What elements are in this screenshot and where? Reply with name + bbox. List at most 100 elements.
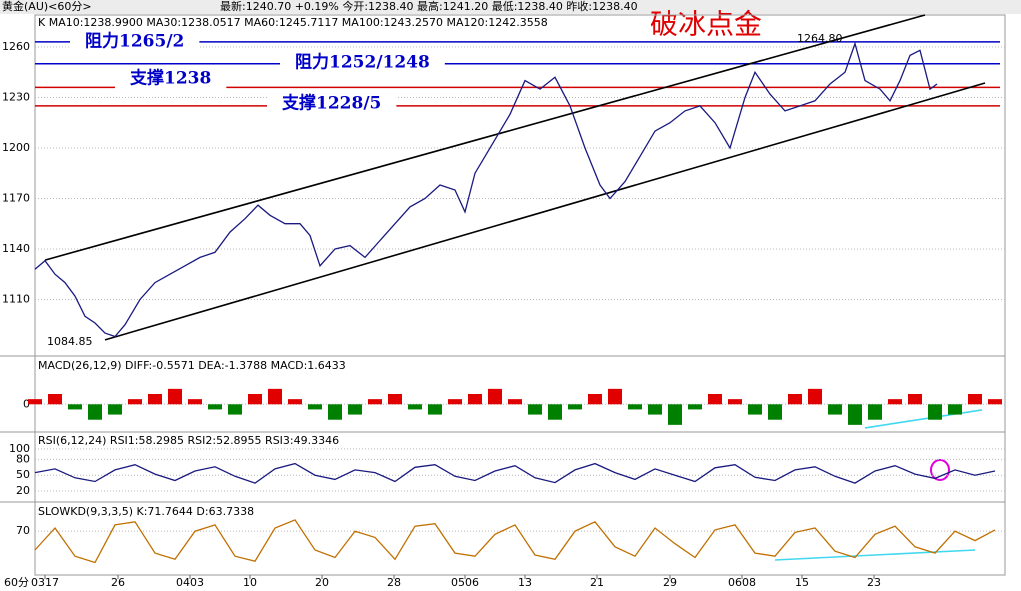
series-line — [34, 462, 996, 484]
y-tick-label: 1260 — [2, 40, 30, 53]
x-tick-label: 15 — [795, 576, 809, 589]
macd-bar — [728, 399, 742, 405]
trend-line — [44, 14, 926, 261]
x-tick-label: 23 — [867, 576, 881, 589]
macd-bar — [808, 388, 822, 405]
y-tick-label: 100 — [9, 442, 30, 455]
macd-bar — [388, 394, 402, 405]
macd-bar — [848, 404, 862, 425]
label-bg — [115, 66, 227, 90]
macd-bar — [608, 388, 622, 405]
y-tick-label: 1230 — [2, 90, 30, 103]
macd-bar — [708, 394, 722, 405]
y-tick-label: 70 — [16, 524, 30, 537]
x-tick-label: 26 — [111, 576, 125, 589]
macd-legend: MACD(26,12,9) DIFF:-0.5571 DEA:-1.3788 M… — [38, 359, 346, 372]
x-tick-label: 0403 — [176, 576, 204, 589]
macd-bar — [308, 404, 322, 410]
macd-bar — [148, 394, 162, 405]
level-label: 支撑1228/5 — [282, 93, 381, 114]
macd-bar — [888, 399, 902, 405]
macd-bar — [248, 394, 262, 405]
label-bg — [70, 29, 200, 53]
x-tick-label: 13 — [518, 576, 532, 589]
ma-legend: K MA10:1238.9900 MA30:1238.0517 MA60:124… — [38, 16, 548, 29]
macd-bar — [168, 388, 182, 405]
y-tick-label: 20 — [16, 484, 30, 497]
y-tick-label: 1200 — [2, 141, 30, 154]
y-tick-label: 1110 — [2, 292, 30, 305]
macd-bar — [948, 404, 962, 415]
trend-line — [104, 82, 986, 341]
x-tick-label: 20 — [315, 576, 329, 589]
macd-bar — [128, 399, 142, 405]
macd-bar — [448, 399, 462, 405]
chart-title: 破冰点金 — [650, 8, 762, 41]
x-tick-label: 29 — [663, 576, 677, 589]
header-bar — [0, 0, 1021, 14]
macd-bar — [228, 404, 242, 415]
macd-bar — [768, 404, 782, 420]
series-line — [34, 519, 996, 564]
macd-bar — [328, 404, 342, 420]
macd-bar — [468, 394, 482, 405]
macd-bar — [188, 399, 202, 405]
plot-frame — [34, 14, 1006, 576]
macd-bar — [568, 404, 582, 410]
macd-bar — [108, 404, 122, 415]
macd-bar — [68, 404, 82, 410]
macd-bar — [748, 404, 762, 415]
macd-bar — [928, 404, 942, 420]
macd-bar — [788, 394, 802, 405]
macd-bar — [288, 399, 302, 405]
macd-bar — [628, 404, 642, 410]
y-tick-label: 1140 — [2, 242, 30, 255]
macd-bar — [908, 394, 922, 405]
macd-bar — [988, 399, 1002, 405]
period-label: 60分 — [4, 576, 29, 589]
macd-bar — [408, 404, 422, 410]
macd-bar — [668, 404, 682, 425]
x-tick-label: 0506 — [451, 576, 479, 589]
y-tick-label: 0 — [23, 397, 30, 410]
label-bg — [280, 50, 445, 74]
x-tick-label: 21 — [590, 576, 604, 589]
y-tick-label: 80 — [16, 452, 30, 465]
y-tick-label: 50 — [16, 468, 30, 481]
highlight-circle — [930, 459, 950, 481]
macd-bar — [208, 404, 222, 410]
rsi-legend: RSI(6,12,24) RSI1:58.2985 RSI2:52.8955 R… — [38, 434, 339, 447]
macd-bar — [868, 404, 882, 420]
quote: 最新:1240.70 +0.19% 今开:1238.40 最高:1241.20 … — [220, 0, 638, 13]
macd-bar — [548, 404, 562, 420]
x-tick-label: 0608 — [728, 576, 756, 589]
macd-bar — [508, 399, 522, 405]
macd-bar — [28, 399, 42, 405]
macd-bar — [648, 404, 662, 415]
macd-bar — [828, 404, 842, 415]
trend-line — [864, 409, 983, 429]
kd-legend: SLOWKD(9,3,3,5) K:71.7644 D:63.7338 — [38, 505, 254, 518]
macd-bar — [688, 404, 702, 410]
level-label: 阻力1265/2 — [85, 31, 184, 52]
macd-bar — [488, 388, 502, 405]
macd-bar — [428, 404, 442, 415]
price-annotation: 1084.85 — [47, 335, 93, 348]
label-bg — [267, 91, 397, 115]
macd-bar — [968, 394, 982, 405]
macd-bar — [588, 394, 602, 405]
x-tick-label: 10 — [243, 576, 257, 589]
y-tick-label: 1170 — [2, 191, 30, 204]
macd-bar — [88, 404, 102, 420]
level-label: 阻力1252/1248 — [295, 52, 430, 73]
x-tick-label: 28 — [387, 576, 401, 589]
macd-bar — [368, 399, 382, 405]
macd-bar — [268, 388, 282, 405]
series-line — [34, 41, 938, 338]
level-label: 支撑1238 — [130, 68, 211, 89]
price-annotation: 1264.80 — [797, 32, 843, 45]
macd-bar — [528, 404, 542, 415]
macd-bar — [48, 394, 62, 405]
macd-bar — [348, 404, 362, 415]
